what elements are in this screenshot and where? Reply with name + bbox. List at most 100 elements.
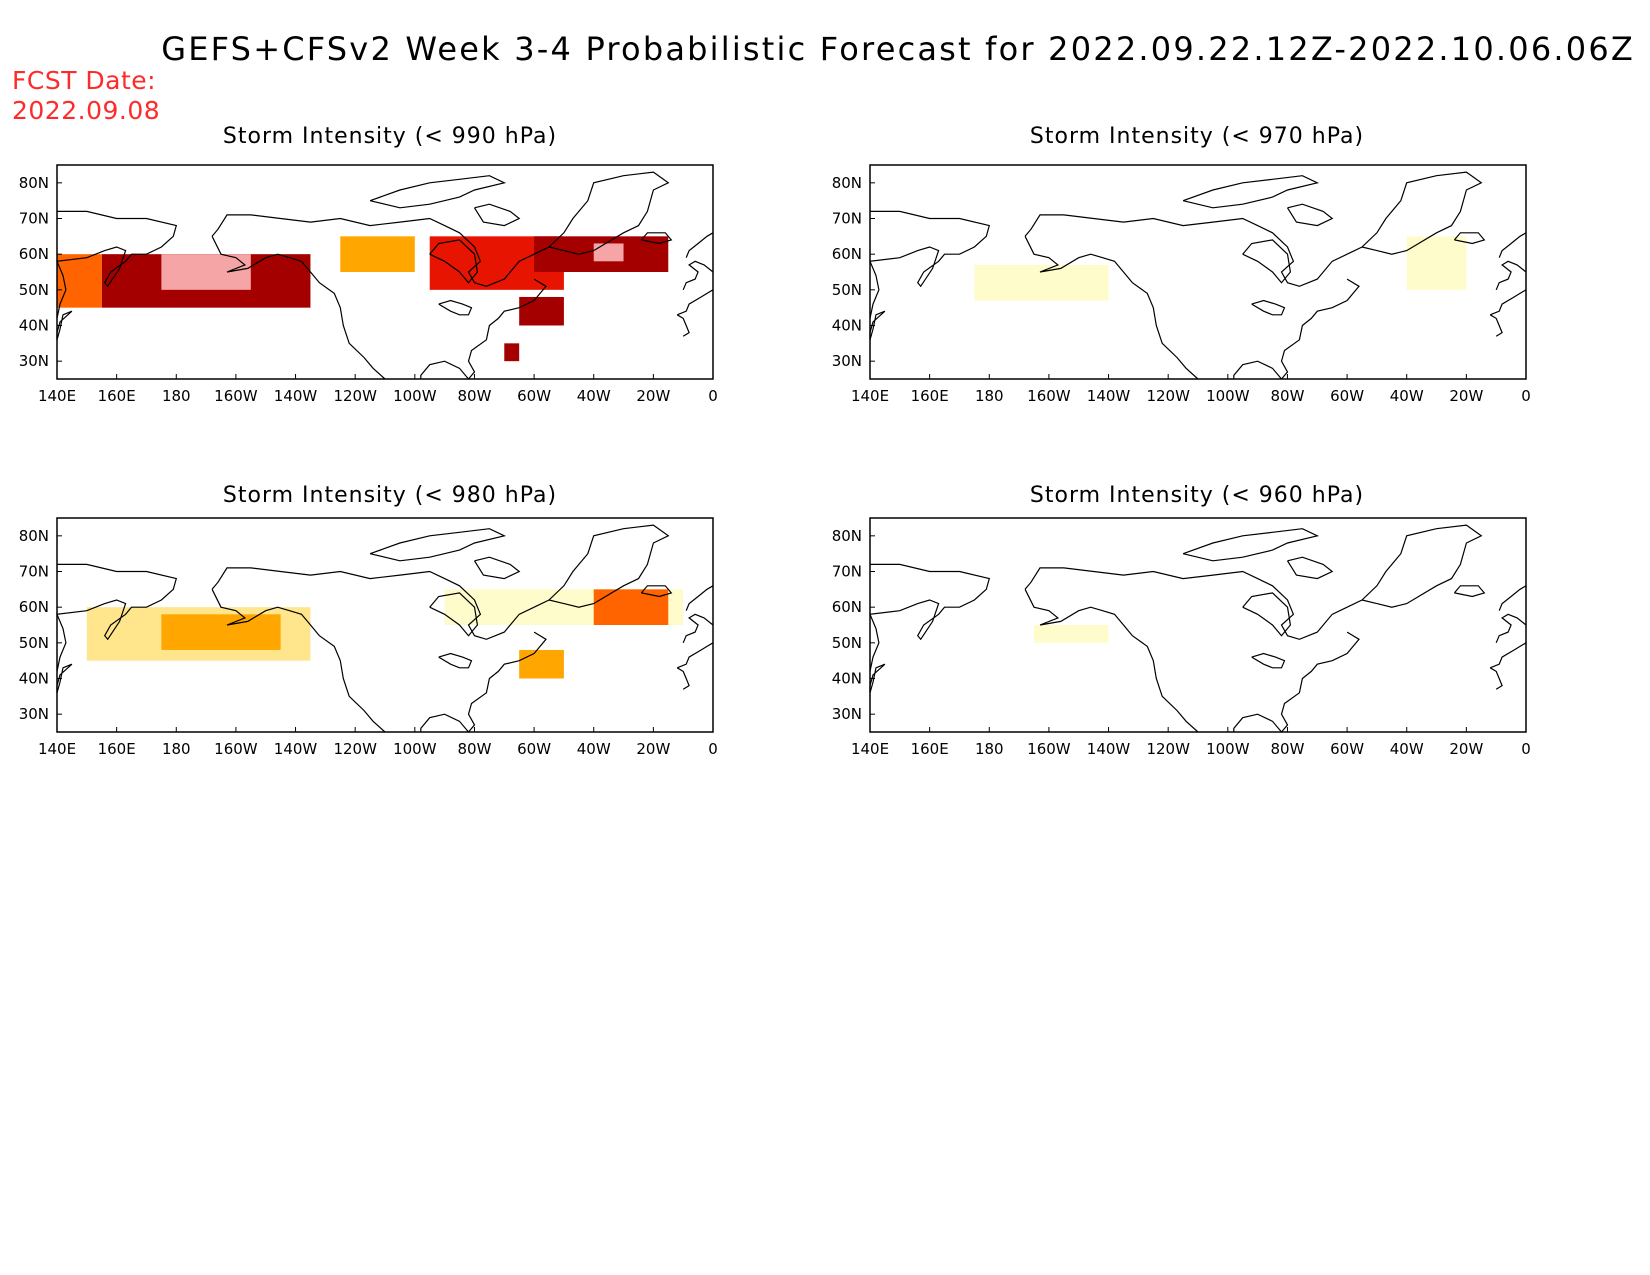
p990-coast-3 — [211, 214, 535, 287]
p980-coast-12 — [369, 528, 507, 562]
p970-lon-tick-11: 0 — [1521, 387, 1531, 405]
p970-lat-tick-5: 30N — [832, 352, 862, 370]
p980-coast-14 — [438, 652, 473, 669]
fcst-date-label: FCST Date: — [12, 66, 157, 95]
p970-lon-tick-5: 120W — [1146, 387, 1190, 405]
map-980: 140E 160E 180 160W 140W 120W 100W 80W 60W 40W 20W 0… — [19, 517, 718, 758]
p980-lon-tick-9: 40W — [577, 740, 611, 758]
p970-lon-tick-1: 160E — [911, 387, 949, 405]
p970-coastlines — [869, 171, 1527, 380]
p970-lon-tick-8: 60W — [1330, 387, 1364, 405]
p960-lat-tick-0: 80N — [832, 527, 862, 545]
p960-lat-tick-3: 50N — [832, 634, 862, 652]
p980-coast-11 — [676, 667, 690, 690]
p980-coast-0 — [56, 563, 178, 672]
p980-lat-tick-0: 80N — [19, 527, 49, 545]
p960-lon-tick-11: 0 — [1521, 740, 1531, 758]
p980-coastlines — [56, 524, 714, 733]
p960-data-regions — [1034, 625, 1109, 643]
p960-coast-0 — [869, 563, 991, 672]
p980-coast-2 — [211, 589, 386, 733]
p990-lon-tick-7: 80W — [457, 387, 491, 405]
p990-lon-tick-9: 40W — [577, 387, 611, 405]
p990-coast-15 — [429, 239, 479, 284]
p970-coast-7 — [1453, 232, 1486, 245]
panel-970-title: Storm Intensity (< 970 hPa) — [1029, 124, 1365, 149]
p960-lon-tick-3: 160W — [1027, 740, 1071, 758]
p960-coast-10 — [1489, 642, 1527, 669]
p980-coast-15 — [429, 592, 479, 637]
p960-coast-5 — [1233, 713, 1282, 733]
p960-lon-tick-8: 60W — [1330, 740, 1364, 758]
p960-lon-tick-1: 160E — [911, 740, 949, 758]
p990-lon-tick-11: 0 — [708, 387, 718, 405]
p960-lon-tick-9: 40W — [1390, 740, 1424, 758]
p980-coast-6 — [533, 524, 670, 608]
p970-lon-tick-9: 40W — [1390, 387, 1424, 405]
p980-coast-8 — [685, 585, 714, 611]
p980-coast-9 — [682, 613, 714, 644]
p980-region-4 — [519, 649, 564, 679]
p980-lon-tick-11: 0 — [708, 740, 718, 758]
p970-lon-tick-10: 20W — [1449, 387, 1483, 405]
p990-region-6 — [593, 243, 624, 262]
p970-lat-tick-2: 60N — [832, 245, 862, 263]
p970-coast-0 — [869, 210, 991, 319]
panel-980-title: Storm Intensity (< 980 hPa) — [222, 483, 558, 508]
p970-lat-tick-0: 80N — [832, 174, 862, 192]
p990-lat-tick-3: 50N — [19, 281, 49, 299]
p970-lon-tick-2: 180 — [975, 387, 1004, 405]
p980-lon-tick-5: 120W — [333, 740, 377, 758]
p970-lat-tick-3: 50N — [832, 281, 862, 299]
p970-frame — [869, 164, 1527, 380]
fcst-date-value: 2022.09.08 — [12, 96, 161, 125]
p980-frame — [56, 517, 714, 733]
p980-lat-tick-4: 40N — [19, 670, 49, 688]
p960-lon-tick-6: 100W — [1206, 740, 1250, 758]
p990-region-8 — [504, 343, 520, 362]
p980-lon-tick-7: 80W — [457, 740, 491, 758]
p960-coast-13 — [1286, 556, 1334, 580]
p990-lon-tick-1: 160E — [98, 387, 136, 405]
p990-data-regions — [57, 236, 669, 362]
p980-lon-tick-6: 100W — [393, 740, 437, 758]
p990-lat-tick-2: 60N — [19, 245, 49, 263]
map-960: 140E 160E 180 160W 140W 120W 100W 80W 60W 40W 20W 0… — [832, 517, 1531, 758]
p990-lon-tick-5: 120W — [333, 387, 377, 405]
p990-lon-tick-3: 160W — [214, 387, 258, 405]
p990-region-3 — [340, 236, 415, 272]
p990-coast-5 — [420, 360, 469, 380]
p990-coast-12 — [369, 175, 507, 209]
p960-lon-tick-4: 140W — [1087, 740, 1131, 758]
p970-coast-3 — [1024, 214, 1348, 287]
p980-lon-tick-10: 20W — [636, 740, 670, 758]
p960-coast-14 — [1251, 652, 1286, 669]
p990-lon-tick-0: 140E — [38, 387, 76, 405]
p980-coast-5 — [420, 713, 469, 733]
p990-lon-tick-8: 60W — [517, 387, 551, 405]
p960-lon-tick-5: 120W — [1146, 740, 1190, 758]
p960-lon-tick-2: 180 — [975, 740, 1004, 758]
p960-coast-6 — [1346, 524, 1483, 608]
p970-coast-10 — [1489, 289, 1527, 316]
p990-lat-tick-5: 30N — [19, 352, 49, 370]
p990-lon-tick-4: 140W — [274, 387, 318, 405]
p960-lat-tick-4: 40N — [832, 670, 862, 688]
map-970: 140E 160E 180 160W 140W 120W 100W 80W 60W 40W 20W 0… — [832, 164, 1531, 405]
p990-coast-7 — [640, 232, 673, 245]
p990-region-1 — [161, 254, 251, 290]
p990-coast-14 — [438, 299, 473, 316]
p990-coast-0 — [56, 210, 178, 319]
p980-lon-tick-0: 140E — [38, 740, 76, 758]
p970-lon-tick-4: 140W — [1087, 387, 1131, 405]
p960-lon-tick-10: 20W — [1449, 740, 1483, 758]
p980-coast-10 — [676, 642, 714, 669]
p980-lon-tick-1: 160E — [98, 740, 136, 758]
p960-lon-tick-0: 140E — [851, 740, 889, 758]
p970-coast-15 — [1242, 239, 1292, 284]
p990-coast-10 — [676, 289, 714, 316]
p970-lat-tick-4: 40N — [832, 317, 862, 335]
p990-coast-13 — [473, 203, 521, 227]
p970-coast-6 — [1346, 171, 1483, 255]
p960-lon-tick-7: 80W — [1270, 740, 1304, 758]
